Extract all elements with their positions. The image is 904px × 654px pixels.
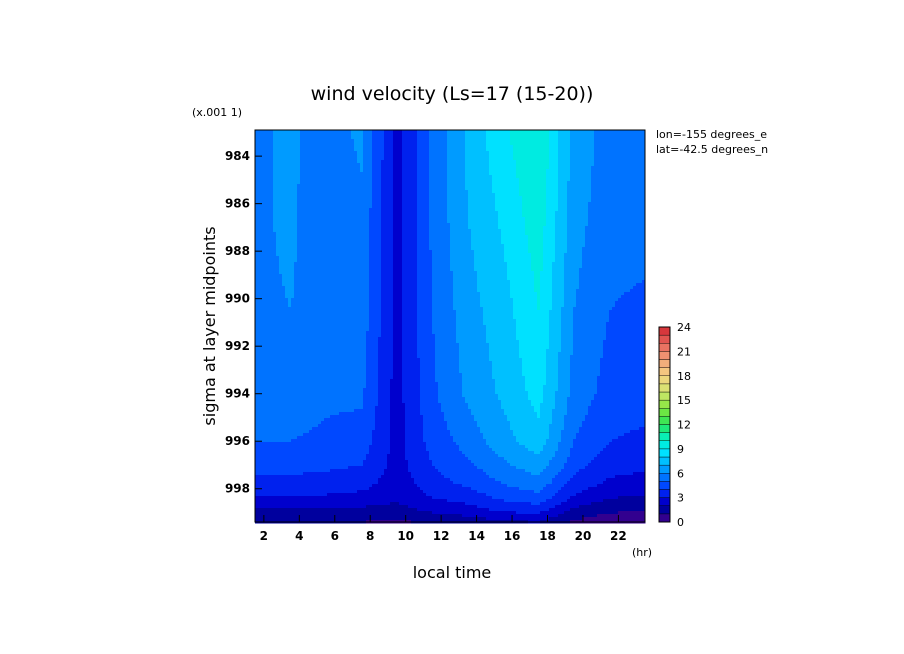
colorbar-swatch [658,334,671,344]
x-tick-label: 18 [539,529,556,543]
colorbar-swatch [658,464,671,474]
x-tick-label: 2 [260,529,268,543]
x-tick-label: 20 [575,529,592,543]
colorbar-swatch [658,440,671,450]
colorbar-swatch [658,497,671,506]
annotation-lat: lat=-42.5 degrees_n [656,143,768,156]
y-tick-label: 984 [225,149,250,163]
x-tick-label: 16 [504,529,521,543]
x-tick-label: 8 [366,529,374,543]
colorbar-tick-label: 24 [677,321,691,334]
colorbar-swatch [658,481,671,490]
y-tick-label: 990 [225,292,250,306]
colorbar-tick-label: 6 [677,467,684,480]
colorbar-swatch [658,391,671,401]
colorbar-swatch [658,505,671,515]
colorbar-tick-label: 18 [677,370,691,383]
colorbar-swatch [658,326,671,336]
x-tick-label: 22 [610,529,627,543]
x-tick-label: 6 [331,529,339,543]
colorbar-swatch [658,432,671,441]
colorbar-swatch [658,351,671,360]
colorbar-tick-label: 15 [677,394,691,407]
colorbar-swatch [658,375,671,385]
plot-frame [254,129,646,523]
colorbar-swatch [658,448,671,458]
x-axis-label: local time [413,563,492,582]
y-tick-label: 988 [225,244,250,258]
colorbar-tick-label: 21 [677,345,691,358]
chart-title: wind velocity (Ls=17 (15-20)) [311,83,594,105]
colorbar-frame [658,326,671,523]
y-tick-label: 986 [225,197,250,211]
colorbar-swatch [658,343,671,352]
colorbar-swatch [658,359,671,368]
colorbar-tick-label: 12 [677,419,691,432]
y-tick-label: 994 [225,387,250,401]
x-axis-unit: (hr) [632,546,652,559]
colorbar-tick-label: 3 [677,492,684,505]
colorbar-swatch [658,416,671,425]
x-axis: 2 4 6 8 10 12 14 16 18 20 22 [260,515,627,543]
y-axis-label: sigma at layer midpoints [200,226,219,425]
colorbar: 0 3 6 9 12 15 18 21 24 [658,321,691,529]
x-tick-label: 14 [468,529,485,543]
colorbar-swatch [658,513,671,523]
y-tick-label: 996 [225,434,250,448]
y-axis: 984 986 988 990 992 994 996 998 [225,149,262,496]
colorbar-swatch [658,408,671,417]
colorbar-swatch [658,473,671,482]
x-tick-label: 12 [433,529,450,543]
annotation-lon: lon=-155 degrees_e [656,128,767,141]
contour-fill [255,130,646,524]
y-scale-note: (x.001 1) [192,106,242,119]
colorbar-tick-label: 9 [677,443,684,456]
x-tick-label: 10 [397,529,414,543]
colorbar-tick-label: 0 [677,516,684,529]
x-tick-label: 4 [295,529,303,543]
y-tick-label: 998 [225,482,250,496]
colorbar-swatch [658,383,671,393]
colorbar-swatch [658,489,671,498]
y-tick-label: 992 [225,339,250,353]
colorbar-swatch [658,456,671,466]
colorbar-swatch [658,399,671,409]
colorbar-swatch [658,367,671,376]
colorbar-swatch [658,424,671,433]
